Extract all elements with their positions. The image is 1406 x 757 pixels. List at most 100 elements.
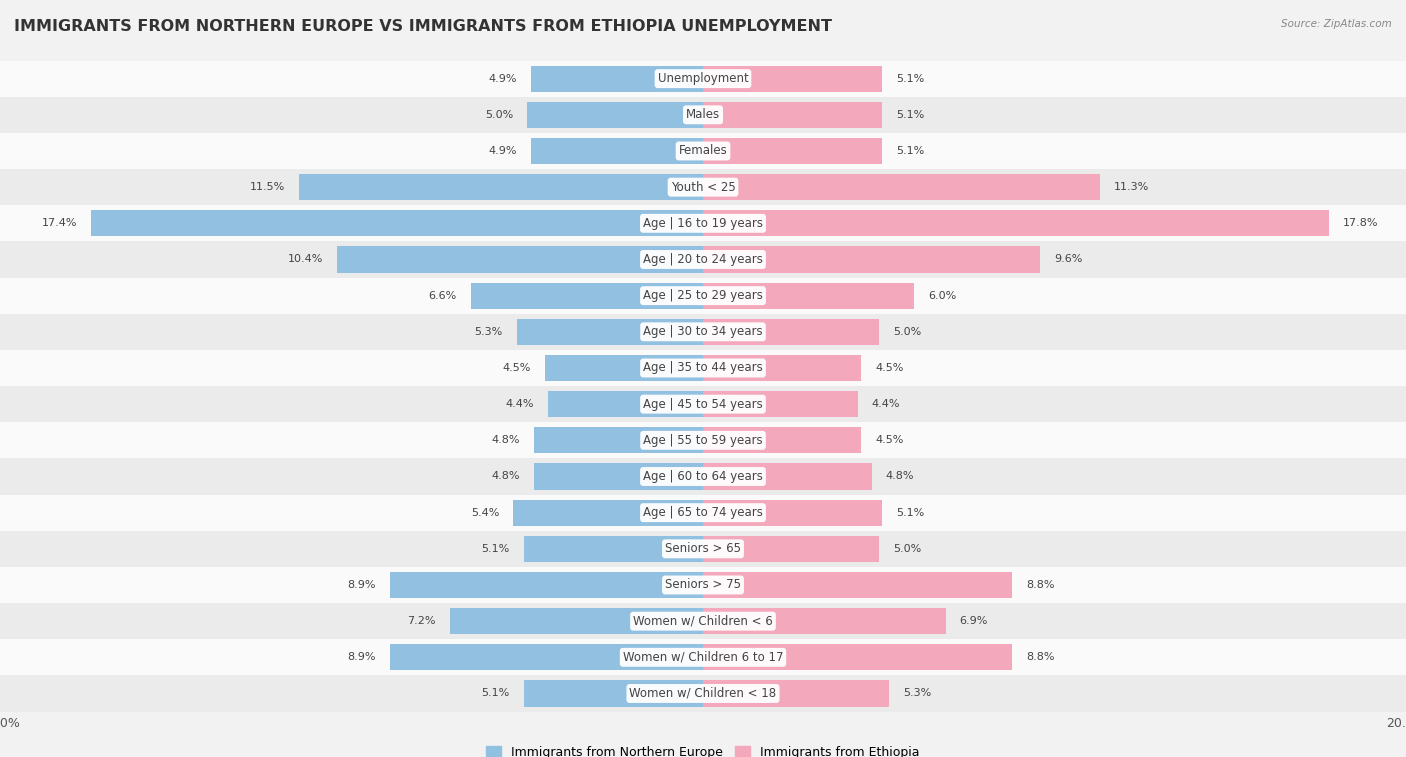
Bar [0,531,1406,567]
Bar [703,572,1012,598]
Text: 4.8%: 4.8% [886,472,914,481]
Bar [0,241,1406,278]
Text: Females: Females [679,145,727,157]
Bar [513,500,703,525]
Bar [703,391,858,417]
Legend: Immigrants from Northern Europe, Immigrants from Ethiopia: Immigrants from Northern Europe, Immigra… [481,741,925,757]
Text: 5.1%: 5.1% [481,544,510,554]
Text: 4.8%: 4.8% [492,435,520,445]
Text: 8.8%: 8.8% [1026,580,1054,590]
Bar [91,210,703,236]
Text: 4.9%: 4.9% [488,146,517,156]
Bar [0,567,1406,603]
Text: Unemployment: Unemployment [658,72,748,85]
Text: Source: ZipAtlas.com: Source: ZipAtlas.com [1281,19,1392,29]
Text: Seniors > 65: Seniors > 65 [665,542,741,556]
Bar [0,133,1406,169]
Bar [0,386,1406,422]
Text: Males: Males [686,108,720,121]
Text: 9.6%: 9.6% [1054,254,1083,264]
Bar [534,463,703,490]
Text: 7.2%: 7.2% [408,616,436,626]
Text: 5.4%: 5.4% [471,508,499,518]
Bar [0,639,1406,675]
Bar [0,603,1406,639]
Text: 5.3%: 5.3% [474,327,503,337]
Text: 6.6%: 6.6% [429,291,457,301]
Text: 4.4%: 4.4% [872,399,900,409]
Bar [0,169,1406,205]
Text: Women w/ Children < 18: Women w/ Children < 18 [630,687,776,700]
Bar [0,313,1406,350]
Text: Women w/ Children 6 to 17: Women w/ Children 6 to 17 [623,651,783,664]
Bar [703,644,1012,671]
Bar [703,500,883,525]
Bar [703,138,883,164]
Bar [703,210,1329,236]
Bar [703,536,879,562]
Text: 8.9%: 8.9% [347,653,375,662]
Bar [0,494,1406,531]
Text: 8.9%: 8.9% [347,580,375,590]
Bar [546,355,703,381]
Text: Women w/ Children < 6: Women w/ Children < 6 [633,615,773,628]
Bar [548,391,703,417]
Text: 11.5%: 11.5% [249,182,285,192]
Text: 5.0%: 5.0% [485,110,513,120]
Bar [703,66,883,92]
Text: 4.9%: 4.9% [488,73,517,83]
Text: Age | 60 to 64 years: Age | 60 to 64 years [643,470,763,483]
Bar [703,427,860,453]
Text: 5.1%: 5.1% [897,146,925,156]
Text: 6.9%: 6.9% [960,616,988,626]
Text: Age | 30 to 34 years: Age | 30 to 34 years [643,326,763,338]
Text: Age | 35 to 44 years: Age | 35 to 44 years [643,362,763,375]
Bar [471,282,703,309]
Text: 5.0%: 5.0% [893,327,921,337]
Bar [299,174,703,200]
Bar [703,463,872,490]
Text: Seniors > 75: Seniors > 75 [665,578,741,591]
Text: Youth < 25: Youth < 25 [671,181,735,194]
Text: 8.8%: 8.8% [1026,653,1054,662]
Bar [337,247,703,273]
Text: 4.8%: 4.8% [492,472,520,481]
Text: 4.5%: 4.5% [502,363,531,373]
Text: 5.1%: 5.1% [897,508,925,518]
Text: 5.3%: 5.3% [904,689,932,699]
Text: Age | 20 to 24 years: Age | 20 to 24 years [643,253,763,266]
Text: 5.1%: 5.1% [897,73,925,83]
Text: 17.8%: 17.8% [1343,218,1378,229]
Bar [450,608,703,634]
Bar [391,572,703,598]
Text: 4.4%: 4.4% [506,399,534,409]
Bar [0,278,1406,313]
Bar [703,319,879,345]
Text: 4.5%: 4.5% [875,363,904,373]
Bar [531,66,703,92]
Text: 6.0%: 6.0% [928,291,956,301]
Bar [703,101,883,128]
Bar [703,608,945,634]
Bar [391,644,703,671]
Bar [703,355,860,381]
Bar [0,675,1406,712]
Bar [0,61,1406,97]
Bar [0,205,1406,241]
Bar [524,681,703,706]
Bar [534,427,703,453]
Text: Age | 16 to 19 years: Age | 16 to 19 years [643,217,763,230]
Bar [0,97,1406,133]
Text: 5.0%: 5.0% [893,544,921,554]
Bar [0,422,1406,459]
Text: 5.1%: 5.1% [481,689,510,699]
Text: Age | 65 to 74 years: Age | 65 to 74 years [643,506,763,519]
Bar [531,138,703,164]
Bar [524,536,703,562]
Text: Age | 55 to 59 years: Age | 55 to 59 years [643,434,763,447]
Text: 5.1%: 5.1% [897,110,925,120]
Bar [0,459,1406,494]
Text: Age | 45 to 54 years: Age | 45 to 54 years [643,397,763,410]
Bar [703,174,1099,200]
Text: IMMIGRANTS FROM NORTHERN EUROPE VS IMMIGRANTS FROM ETHIOPIA UNEMPLOYMENT: IMMIGRANTS FROM NORTHERN EUROPE VS IMMIG… [14,19,832,34]
